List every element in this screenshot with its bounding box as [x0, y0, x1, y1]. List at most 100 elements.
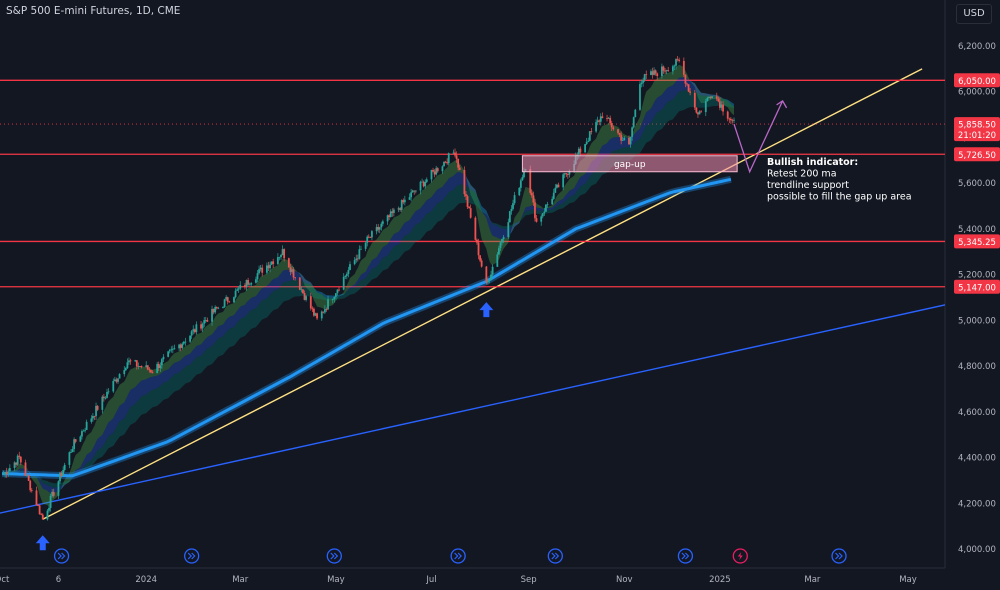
candle-body: [618, 132, 621, 135]
candle-body: [287, 258, 290, 268]
candle-body: [81, 431, 83, 437]
candle-body: [247, 280, 249, 285]
yellow-trendline: [42, 68, 923, 520]
forward-icon[interactable]: [326, 548, 342, 564]
candle-body: [410, 192, 413, 198]
candle-body: [320, 311, 323, 319]
forward-icon[interactable]: [677, 548, 694, 564]
candle-body: [159, 365, 162, 369]
candle-body: [239, 285, 242, 289]
candle-body: [179, 344, 182, 348]
forward-icon[interactable]: [53, 548, 70, 564]
candle-body: [684, 74, 687, 84]
candle-body: [665, 70, 668, 72]
candle-body: [661, 66, 663, 77]
candle-body: [13, 462, 16, 469]
candle-body: [715, 96, 718, 99]
candle-body: [543, 211, 546, 214]
candle-body: [62, 469, 65, 476]
candle-body: [27, 475, 30, 481]
candle-body: [228, 301, 231, 303]
candle-body: [313, 308, 315, 316]
candle-body: [490, 274, 492, 281]
forward-icon[interactable]: [184, 548, 200, 564]
candle-body: [84, 429, 86, 431]
candle-body: [465, 194, 467, 197]
candle-body: [137, 366, 140, 367]
candle-body: [628, 137, 630, 145]
candle-body: [402, 200, 405, 203]
ribbon-fast: [3, 64, 735, 506]
candle-body: [566, 174, 569, 176]
currency-button[interactable]: USD: [956, 4, 992, 24]
candle-body: [369, 237, 372, 238]
candle-body: [413, 190, 416, 192]
candle-body: [233, 297, 235, 303]
x-tick-label: 2024: [135, 575, 157, 585]
y-tick-label: 6,000.00: [958, 88, 996, 98]
candle-body: [255, 279, 257, 283]
candle-body: [477, 242, 480, 256]
candle-body: [126, 362, 129, 369]
candle-body: [85, 421, 88, 430]
candle-body: [399, 208, 402, 210]
y-tick-label: 6,200.00: [958, 42, 996, 52]
y-tick-label: 4,600.00: [958, 408, 996, 418]
candle-body: [4, 471, 7, 475]
forward-icon[interactable]: [450, 548, 466, 564]
candle-body: [237, 288, 240, 290]
candle-body: [327, 299, 329, 310]
candle-body: [667, 70, 670, 72]
candle-body: [540, 216, 543, 222]
candle-body: [51, 491, 54, 497]
candle-body: [280, 254, 282, 257]
candle-body: [454, 152, 456, 156]
candle-body: [204, 320, 207, 321]
candle-body: [585, 141, 588, 145]
candle-body: [422, 181, 425, 187]
candle-body: [333, 296, 336, 300]
candle-body: [634, 109, 637, 118]
candle-body: [316, 313, 318, 319]
candle-body: [8, 468, 11, 472]
candle-body: [7, 471, 10, 475]
candle-body: [139, 366, 141, 367]
candle-body: [562, 174, 565, 188]
candle-body: [541, 213, 544, 217]
candle-body: [491, 266, 494, 275]
candle-body: [214, 307, 217, 313]
candle-body: [107, 391, 110, 393]
forward-icon[interactable]: [831, 548, 847, 564]
candle-body: [128, 360, 130, 363]
candle-body: [700, 111, 702, 113]
candle-body: [74, 439, 77, 442]
candle-body: [167, 351, 170, 357]
candle-body: [377, 227, 380, 230]
candle-body: [487, 280, 489, 283]
lightning-icon[interactable]: [732, 548, 748, 564]
candle-body: [430, 169, 433, 180]
candle-body: [102, 396, 105, 399]
candle-body: [48, 507, 50, 511]
y-tick-label: 5,600.00: [958, 179, 996, 189]
candle-body: [555, 184, 558, 188]
candle-body: [171, 348, 174, 350]
candle-body: [530, 192, 533, 196]
candle-body: [695, 107, 698, 113]
candle-body: [577, 148, 580, 155]
candle-body: [607, 117, 610, 119]
candle-body: [16, 455, 19, 465]
candle-body: [682, 60, 685, 75]
forward-icon[interactable]: [547, 548, 563, 564]
candle-body: [95, 405, 97, 417]
candle-body: [507, 222, 510, 238]
candle-body: [278, 256, 281, 258]
candle-body: [656, 73, 659, 77]
candle-body: [353, 260, 356, 265]
candle-body: [266, 265, 268, 273]
candle-body: [305, 296, 307, 300]
x-tick-label: May: [327, 575, 345, 585]
candle-body: [281, 249, 284, 255]
candle-body: [502, 237, 505, 240]
